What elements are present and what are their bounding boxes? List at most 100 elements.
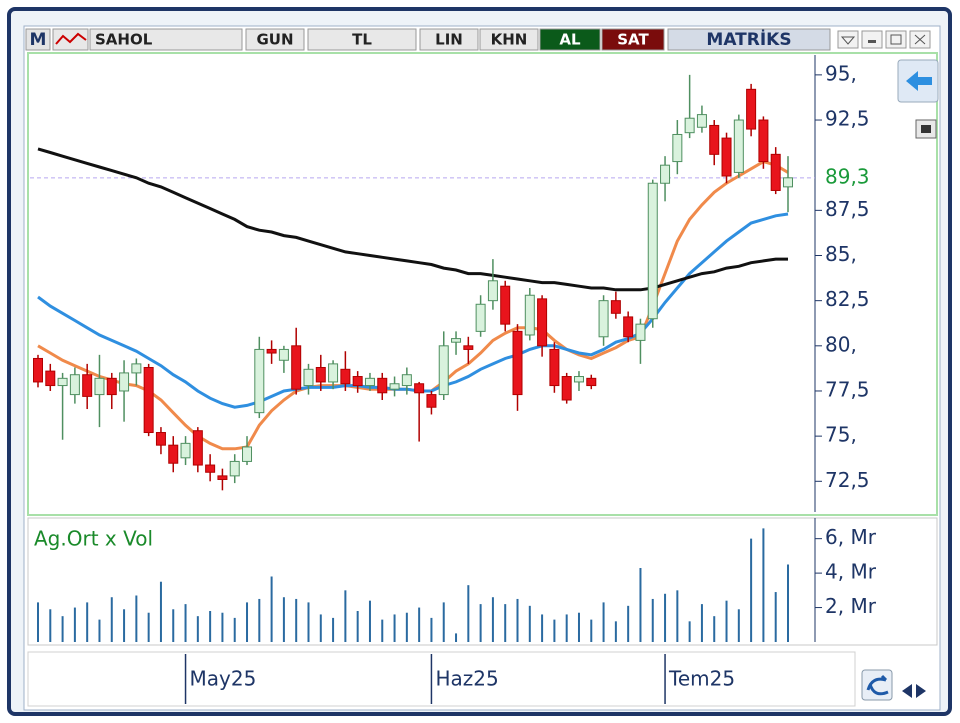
y-tick-label: 72,5 <box>825 468 870 492</box>
candle-body <box>401 374 412 387</box>
candle-body <box>155 432 166 446</box>
candle-body <box>783 177 793 188</box>
close-icon <box>914 34 926 45</box>
menu-icon <box>840 36 856 45</box>
period: GUN <box>256 31 293 49</box>
symbol: SAHOL <box>95 31 153 49</box>
refresh-button[interactable] <box>861 669 893 701</box>
style-cell[interactable] <box>479 28 539 51</box>
candle-body <box>229 460 240 477</box>
candle-body <box>328 363 339 383</box>
candle-body <box>733 119 744 173</box>
back-arrow <box>906 71 932 91</box>
candle-body <box>217 475 228 480</box>
currency: TL <box>352 31 372 49</box>
candle-body <box>192 430 203 466</box>
period-cell[interactable] <box>245 28 305 51</box>
candle-body <box>463 345 474 350</box>
candle-body <box>451 338 462 343</box>
candle-body <box>340 368 351 385</box>
candle-body <box>278 348 289 361</box>
volume-title: Ag.Ort x Vol <box>34 527 153 551</box>
candle-body <box>537 298 548 347</box>
candle-body <box>131 363 142 374</box>
y-tick-label: 80, <box>825 332 857 356</box>
y-tick-label: 82,5 <box>825 287 870 311</box>
candle-body <box>168 444 179 464</box>
moving-average <box>37 147 788 292</box>
minimize-button[interactable] <box>861 30 883 49</box>
date-bar <box>27 651 856 707</box>
y2-tick-label: 4, Mr <box>825 560 877 584</box>
price-panel <box>27 52 938 516</box>
candle-body <box>746 88 757 130</box>
minimize-icon <box>868 40 876 43</box>
candle-body <box>660 164 671 184</box>
candle-body <box>512 330 523 396</box>
candle-body <box>45 370 56 387</box>
candle-body <box>33 357 43 383</box>
candle-body <box>770 153 781 191</box>
candle-body <box>549 348 560 387</box>
candle-body <box>438 345 449 396</box>
candle-body <box>57 377 68 387</box>
buy: AL <box>559 31 581 49</box>
sell-button[interactable] <box>601 28 665 51</box>
scale-cell[interactable] <box>419 28 479 51</box>
sell: SAT <box>617 31 649 49</box>
x-tick-label: May25 <box>190 667 257 691</box>
candle-body <box>352 376 363 387</box>
candle-body <box>684 117 695 134</box>
buy-button[interactable] <box>539 28 601 51</box>
logo-cell <box>25 28 51 51</box>
candle-body <box>573 376 584 383</box>
candle-body <box>709 124 720 155</box>
candle-body <box>94 377 105 396</box>
candle-body <box>721 137 732 177</box>
symbol-cell[interactable] <box>89 28 243 51</box>
y-tick-label: 77,5 <box>825 377 870 401</box>
currency-cell[interactable] <box>307 28 417 51</box>
style: KHN <box>491 31 528 49</box>
candle-body <box>242 446 253 462</box>
maximize-button[interactable] <box>885 30 907 49</box>
y2-tick-label: 6, Mr <box>825 525 877 549</box>
y-tick-label: 87,5 <box>825 197 870 221</box>
candle-body <box>389 383 400 390</box>
menu-button[interactable] <box>837 30 859 49</box>
candle-body <box>635 323 646 341</box>
toolbar: M SAHOL GUN TL LIN KHN AL SAT MATRİKS <box>25 28 931 51</box>
candle-body <box>475 303 486 332</box>
chart-icon-line <box>55 32 87 45</box>
candle-body <box>377 377 388 394</box>
candle-body <box>180 442 191 459</box>
x-tick-label: Tem25 <box>668 667 735 691</box>
scroll-arrows[interactable] <box>902 684 926 698</box>
candle-body <box>610 300 621 314</box>
y-tick-label: 85, <box>825 242 857 266</box>
candle-body <box>69 374 80 396</box>
brand: MATRİKS <box>706 28 791 50</box>
candle-body <box>487 280 498 302</box>
maximize-icon <box>890 34 902 45</box>
candle-body <box>647 182 658 320</box>
last-price-label: 89,3 <box>825 164 870 188</box>
candle-body <box>586 377 597 387</box>
candle-body <box>143 366 154 434</box>
candle-body <box>598 300 609 338</box>
candle-body <box>561 376 572 401</box>
scale: LIN <box>435 31 463 49</box>
candle-body <box>500 285 511 325</box>
candle-body <box>315 366 326 383</box>
y-tick-label: 92,5 <box>825 107 870 131</box>
candle-body <box>364 377 375 387</box>
y-tick-label: 95, <box>825 61 857 85</box>
candle-body <box>291 345 302 390</box>
x-tick-label: Haz25 <box>435 667 498 691</box>
chart-icon[interactable] <box>52 28 89 51</box>
candle-body <box>758 119 769 163</box>
candle-body <box>426 394 437 408</box>
candle-body <box>696 114 707 128</box>
candle-body <box>414 383 425 394</box>
